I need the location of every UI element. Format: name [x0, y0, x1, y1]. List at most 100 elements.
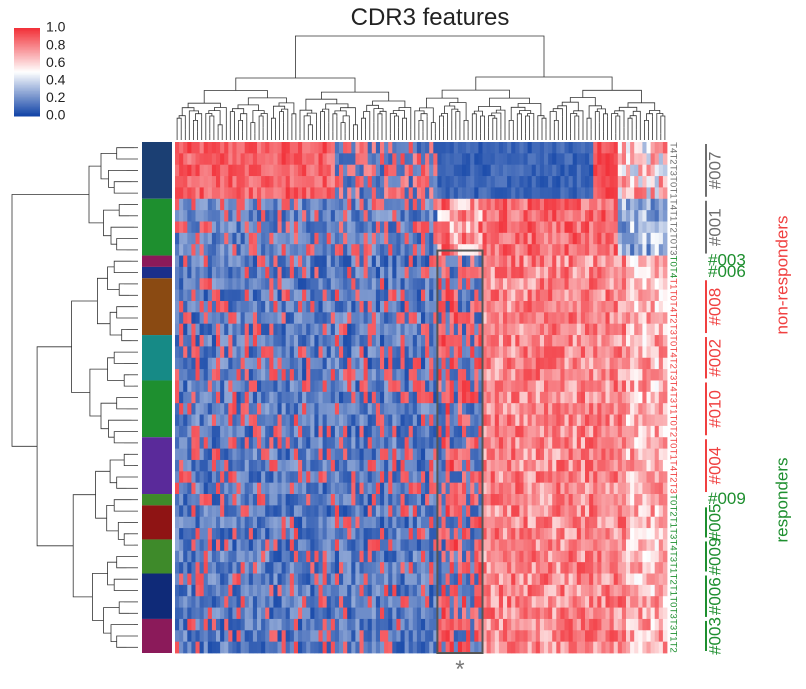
- heatmap-cell: [556, 346, 561, 359]
- heatmap-cell: [269, 244, 274, 256]
- heatmap-cell: [339, 505, 344, 518]
- heatmap-cell: [437, 323, 442, 336]
- heatmap-cell: [306, 323, 311, 336]
- heatmap-cell: [597, 300, 602, 313]
- heatmap-cell: [494, 187, 500, 200]
- heatmap-cell: [318, 391, 323, 404]
- heatmap-cell: [462, 323, 467, 336]
- heatmap-cell: [195, 584, 200, 597]
- heatmap-cell: [351, 221, 356, 234]
- heatmap-cell: [470, 448, 475, 461]
- heatmap-cell: [298, 459, 303, 472]
- heatmap-cell: [519, 380, 524, 393]
- heatmap-cell: [527, 437, 533, 449]
- heatmap-cell: [179, 346, 184, 359]
- heatmap-cell: [330, 153, 336, 166]
- heatmap-cell: [220, 312, 225, 325]
- heatmap-cell: [552, 221, 557, 234]
- heatmap-cell: [207, 244, 213, 256]
- heatmap-cell: [252, 391, 258, 404]
- heatmap-cell: [388, 505, 393, 518]
- heatmap-cell: [630, 448, 635, 461]
- heatmap-cell: [478, 528, 483, 540]
- heatmap-cell: [347, 584, 352, 597]
- heatmap-cell: [445, 448, 451, 461]
- heatmap-cell: [507, 335, 512, 347]
- heatmap-cell: [515, 448, 520, 461]
- heatmap-cell: [498, 482, 504, 495]
- heatmap-cell: [220, 255, 225, 268]
- heatmap-cell: [289, 187, 295, 200]
- heatmap-cell: [187, 391, 192, 404]
- heatmap-cell: [310, 573, 315, 586]
- heatmap-cell: [457, 187, 463, 200]
- heatmap-cell: [593, 369, 598, 381]
- heatmap-cell: [244, 142, 250, 154]
- heatmap-cell: [638, 539, 643, 552]
- heatmap-cell: [216, 266, 221, 279]
- heatmap-cell: [662, 278, 668, 291]
- heatmap-cell: [601, 323, 606, 336]
- heatmap-cell: [277, 607, 282, 620]
- heatmap-cell: [351, 210, 356, 222]
- heatmap-cell: [507, 437, 512, 449]
- heatmap-cell: [535, 505, 541, 518]
- heatmap-cell: [322, 346, 328, 359]
- heatmap-cell: [412, 142, 418, 154]
- heatmap-cell: [211, 221, 217, 234]
- heatmap-cell: [416, 357, 422, 370]
- heatmap-cell: [265, 289, 270, 302]
- heatmap-cell: [355, 414, 360, 427]
- heatmap-cell: [658, 221, 664, 234]
- heatmap-cell: [412, 425, 418, 438]
- heatmap-cell: [429, 255, 434, 268]
- heatmap-cell: [552, 357, 557, 370]
- heatmap-cell: [396, 584, 401, 597]
- heatmap-cell: [425, 357, 430, 370]
- heatmap-cell: [343, 528, 348, 540]
- heatmap-cell: [175, 323, 180, 336]
- heatmap-cell: [650, 221, 656, 234]
- heatmap-cell: [503, 187, 508, 200]
- heatmap-cell: [433, 198, 438, 211]
- heatmap-cell: [605, 300, 610, 313]
- heatmap-cell: [384, 289, 389, 302]
- heatmap-cell: [511, 153, 516, 166]
- heatmap-cell: [396, 255, 401, 268]
- heatmap-cell: [216, 459, 221, 472]
- heatmap-cell: [498, 380, 504, 393]
- heatmap-cell: [429, 357, 434, 370]
- heatmap-cell: [240, 596, 246, 608]
- heatmap-cell: [535, 391, 541, 404]
- heatmap-cell: [351, 187, 356, 200]
- heatmap-cell: [339, 278, 344, 291]
- heatmap-cell: [572, 232, 578, 245]
- heatmap-cell: [585, 346, 590, 359]
- heatmap-cell: [220, 289, 225, 302]
- heatmap-cell: [503, 391, 508, 404]
- heatmap-cell: [576, 232, 582, 245]
- heatmap-cell: [474, 289, 479, 302]
- heatmap-cell: [589, 425, 594, 438]
- heatmap-cell: [330, 335, 336, 347]
- heatmap-cell: [544, 312, 549, 325]
- heatmap-cell: [564, 346, 569, 359]
- heatmap-cell: [642, 494, 647, 506]
- heatmap-cell: [216, 255, 221, 268]
- heatmap-cell: [535, 232, 541, 245]
- heatmap-cell: [626, 335, 631, 347]
- heatmap-cell: [449, 289, 455, 302]
- heatmap-cell: [310, 289, 315, 302]
- heatmap-cell: [519, 573, 524, 586]
- heatmap-cell: [552, 494, 557, 506]
- heatmap-cell: [191, 414, 196, 427]
- heatmap-cell: [576, 516, 582, 529]
- heatmap-cell: [556, 278, 561, 291]
- heatmap-cell: [486, 516, 492, 529]
- heatmap-cell: [617, 459, 623, 472]
- heatmap-cell: [412, 482, 418, 495]
- heatmap-cell: [306, 403, 311, 415]
- heatmap-cell: [404, 153, 410, 166]
- heatmap-cell: [343, 505, 348, 518]
- heatmap-cell: [527, 414, 533, 427]
